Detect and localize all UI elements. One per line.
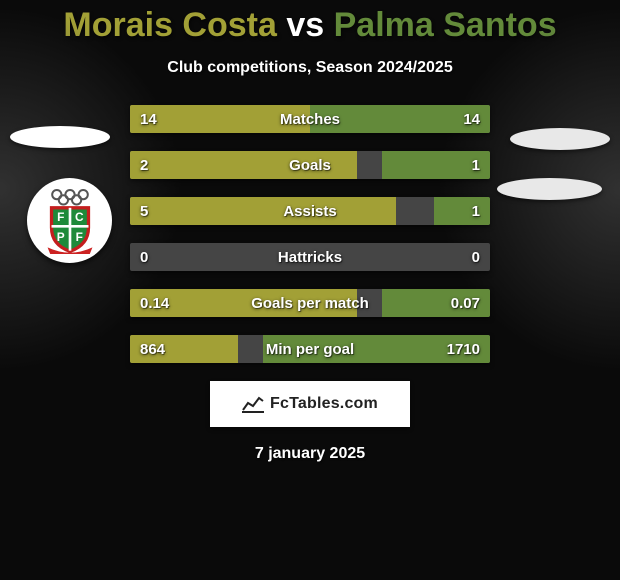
crest-icon: F C P F: [37, 188, 103, 254]
stat-bar-left: [130, 335, 238, 363]
svg-text:F: F: [75, 229, 82, 243]
stat-row: 0.140.07Goals per match: [130, 289, 490, 317]
stat-bar-right: [310, 105, 490, 133]
date: 7 january 2025: [0, 445, 620, 463]
title-player2: Palma Santos: [334, 6, 557, 44]
stat-row: 0 0Hattricks: [130, 243, 490, 271]
club-crest: F C P F: [27, 178, 112, 263]
watermark-text: FcTables.com: [270, 395, 378, 413]
subtitle: Club competitions, Season 2024/2025: [0, 59, 620, 77]
stat-row: 21Goals: [130, 151, 490, 179]
stat-bars: 1414Matches 21Goals 51Assists 0 0Hattricks 0.…: [130, 105, 490, 363]
stat-bar-right: [263, 335, 490, 363]
stat-row: 8641710Min per goal: [130, 335, 490, 363]
stat-row: 1414Matches: [130, 105, 490, 133]
title-player1: Morais Costa: [63, 6, 277, 44]
stat-label: Hattricks: [130, 243, 490, 271]
title: Morais Costa vs Palma Santos: [0, 0, 620, 45]
stat-value-left: 0: [140, 243, 148, 271]
svg-text:C: C: [74, 210, 83, 224]
club-ellipse-right-1: [510, 128, 610, 150]
stat-value-right: 0: [472, 243, 480, 271]
club-ellipse-right-2: [497, 178, 602, 200]
stat-bar-left: [130, 197, 396, 225]
svg-text:F: F: [57, 210, 64, 224]
title-vs: vs: [286, 6, 324, 44]
stat-bar-right: [382, 289, 490, 317]
chart-icon: [242, 395, 264, 413]
stat-bar-left: [130, 151, 357, 179]
club-ellipse-left: [10, 126, 110, 148]
stat-bar-left: [130, 105, 310, 133]
stat-bar-right: [434, 197, 490, 225]
stat-row: 51Assists: [130, 197, 490, 225]
stat-bar-right: [382, 151, 490, 179]
svg-text:P: P: [56, 229, 64, 243]
watermark: FcTables.com: [210, 381, 410, 427]
stat-bar-left: [130, 289, 357, 317]
